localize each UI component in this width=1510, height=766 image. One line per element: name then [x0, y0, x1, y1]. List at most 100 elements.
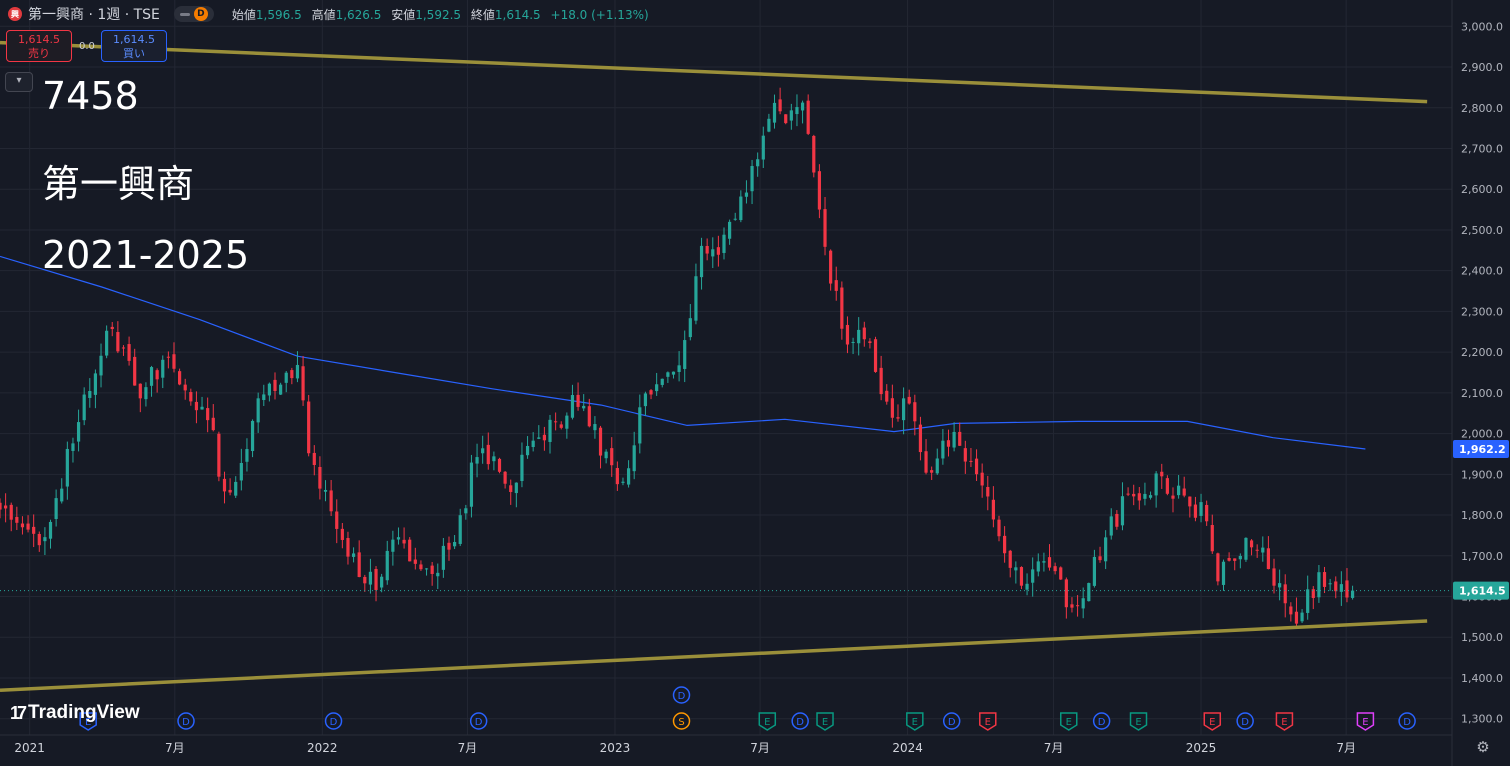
candle[interactable] — [1092, 549, 1097, 588]
event-E-marker[interactable]: E — [1060, 712, 1078, 731]
candle[interactable] — [155, 368, 159, 393]
candle[interactable] — [464, 504, 468, 520]
candle[interactable] — [582, 394, 586, 412]
candle[interactable] — [166, 351, 170, 369]
candle[interactable] — [728, 219, 732, 245]
candle[interactable] — [374, 566, 378, 602]
candle[interactable] — [1087, 582, 1091, 602]
event-D-marker[interactable]: D — [942, 712, 961, 730]
candle[interactable] — [795, 94, 799, 127]
candle[interactable] — [1003, 526, 1007, 563]
candle[interactable] — [82, 387, 86, 426]
candle[interactable] — [267, 382, 271, 402]
candle[interactable] — [1289, 602, 1293, 622]
candle[interactable] — [643, 391, 648, 416]
candle[interactable] — [991, 486, 995, 528]
candle[interactable] — [1205, 500, 1209, 526]
candle[interactable] — [385, 540, 389, 585]
candle[interactable] — [851, 337, 855, 355]
candle[interactable] — [907, 389, 911, 405]
candle[interactable] — [767, 113, 771, 133]
candle[interactable] — [402, 527, 406, 549]
trendline-lower[interactable] — [0, 619, 1428, 692]
candle[interactable] — [318, 456, 322, 500]
event-E-marker[interactable]: E — [906, 712, 924, 731]
candle[interactable] — [1199, 493, 1203, 523]
candle[interactable] — [37, 531, 41, 552]
candle[interactable] — [206, 397, 210, 433]
candle[interactable] — [26, 515, 30, 533]
candle[interactable] — [161, 355, 165, 389]
candle[interactable] — [1227, 552, 1231, 562]
candle[interactable] — [363, 574, 367, 592]
candle[interactable] — [177, 368, 182, 386]
candle[interactable] — [1064, 577, 1068, 619]
candle[interactable] — [683, 330, 687, 383]
candle[interactable] — [211, 404, 215, 432]
candle[interactable] — [295, 351, 300, 383]
candle[interactable] — [4, 493, 8, 523]
candle[interactable] — [189, 388, 193, 406]
candle[interactable] — [1238, 553, 1242, 569]
candle[interactable] — [458, 508, 462, 547]
candle[interactable] — [1266, 536, 1270, 570]
candle[interactable] — [413, 547, 417, 570]
candle[interactable] — [194, 391, 199, 424]
candle[interactable] — [368, 558, 373, 594]
candle[interactable] — [290, 367, 294, 385]
candle[interactable] — [127, 336, 131, 366]
candle[interactable] — [503, 470, 507, 489]
event-D-marker[interactable]: D — [1236, 712, 1254, 730]
candle[interactable] — [110, 322, 114, 337]
candle[interactable] — [812, 134, 816, 178]
candle[interactable] — [862, 321, 866, 347]
candle[interactable] — [997, 515, 1001, 542]
candle[interactable] — [228, 478, 232, 496]
candle[interactable] — [99, 343, 103, 388]
candle[interactable] — [1143, 482, 1147, 506]
candle[interactable] — [301, 356, 305, 406]
candle[interactable] — [1059, 566, 1063, 580]
candle[interactable] — [750, 159, 754, 205]
candle[interactable] — [778, 87, 782, 115]
candles-layer[interactable] — [0, 87, 1355, 627]
candle[interactable] — [1081, 587, 1085, 619]
candle[interactable] — [756, 152, 760, 177]
candle[interactable] — [800, 100, 805, 124]
candle[interactable] — [772, 94, 777, 129]
candle[interactable] — [346, 531, 350, 565]
candle[interactable] — [1350, 585, 1355, 600]
event-E-marker[interactable]: E — [1356, 712, 1375, 731]
candle[interactable] — [823, 197, 827, 256]
candle[interactable] — [913, 394, 917, 436]
candle[interactable] — [789, 103, 793, 130]
candle[interactable] — [1042, 552, 1046, 572]
candle[interactable] — [419, 560, 423, 571]
event-S-marker[interactable]: S — [672, 712, 691, 730]
candle[interactable] — [380, 573, 384, 593]
candle[interactable] — [88, 378, 92, 408]
candle[interactable] — [873, 336, 878, 373]
candle[interactable] — [1115, 510, 1119, 530]
candle[interactable] — [200, 396, 204, 410]
gear-icon[interactable]: ⚙ — [1476, 738, 1490, 756]
candle[interactable] — [441, 537, 445, 578]
event-E-marker[interactable]: E — [816, 712, 834, 731]
candle[interactable] — [688, 304, 692, 341]
candle[interactable] — [1317, 564, 1321, 603]
candle[interactable] — [32, 514, 36, 548]
event-E-marker[interactable]: E — [979, 712, 997, 731]
candle[interactable] — [1339, 571, 1343, 606]
candle[interactable] — [559, 421, 563, 430]
candle[interactable] — [1193, 496, 1198, 522]
candle[interactable] — [610, 437, 614, 477]
candle[interactable] — [497, 457, 502, 474]
candle[interactable] — [739, 190, 743, 223]
candle[interactable] — [436, 563, 440, 590]
candle[interactable] — [958, 422, 962, 446]
candle[interactable] — [1160, 463, 1164, 489]
candle[interactable] — [716, 235, 720, 267]
candle[interactable] — [245, 438, 249, 472]
candle[interactable] — [587, 398, 591, 428]
candle[interactable] — [660, 378, 664, 388]
